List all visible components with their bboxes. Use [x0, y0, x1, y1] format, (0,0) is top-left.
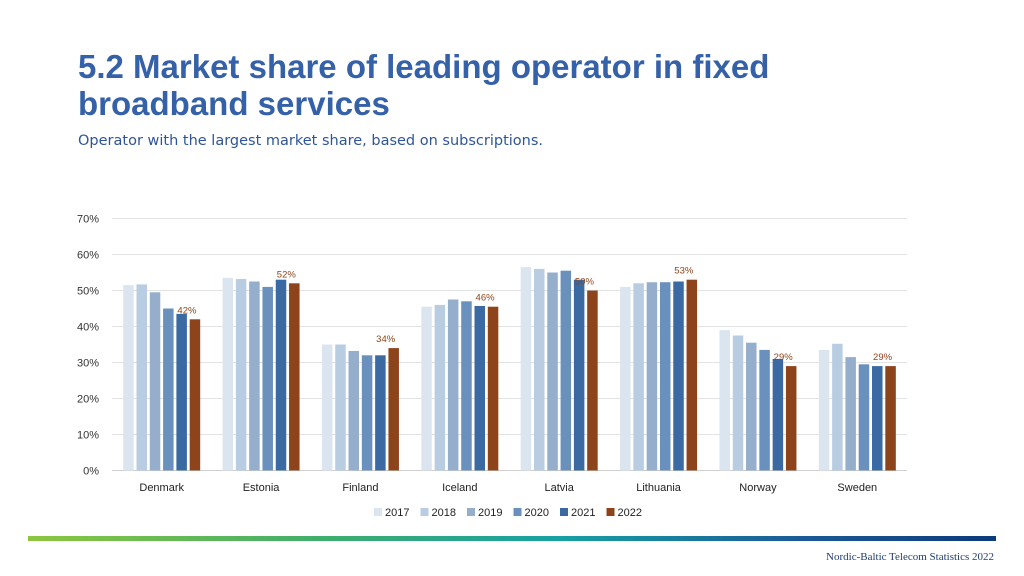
legend-swatch-2018: [420, 508, 429, 516]
bar-latvia-2020: [560, 270, 572, 471]
bar-iceland-2019: [447, 299, 459, 471]
x-tick-label: Finland: [342, 482, 378, 494]
bar-lithuania-2018: [633, 283, 644, 471]
bar-iceland-2017: [421, 306, 432, 471]
bar-estonia-2021: [275, 279, 287, 471]
y-tick-label: 70%: [77, 214, 99, 226]
bar-chart: 0% 10% 20% 30% 40% 50% 60% 70% 42% 52% 34% 46% 50% 5…: [77, 214, 907, 519]
bar-denmark-2019: [149, 292, 161, 471]
x-tick-label: Sweden: [837, 482, 877, 494]
bar-estonia-2018: [235, 278, 247, 471]
bar-denmark-2018: [136, 284, 147, 471]
bar-lithuania-2020: [659, 282, 671, 471]
legend: 2017 2018 2019 2020 2021 2022: [374, 507, 642, 519]
legend-swatch-2020: [513, 508, 522, 516]
x-tick-label: Lithuania: [636, 482, 682, 494]
bar-iceland-2018: [434, 304, 446, 471]
bar-denmark-2022: [189, 319, 201, 471]
bars: [123, 267, 896, 471]
y-tick-label: 60%: [77, 250, 99, 262]
legend-label: 2020: [525, 507, 549, 519]
bar-sweden-2021: [872, 366, 883, 471]
bar-denmark-2021: [176, 313, 187, 471]
x-tick-label: Estonia: [243, 482, 281, 494]
data-label: 42%: [177, 305, 197, 316]
bar-sweden-2018: [832, 343, 843, 471]
bar-norway-2017: [719, 330, 730, 471]
x-axis-ticks: Denmark Estonia Finland Iceland Latvia Lithua…: [139, 482, 877, 494]
data-label: 34%: [376, 334, 396, 345]
bar-sweden-2017: [818, 349, 830, 471]
bar-finland-2022: [388, 348, 399, 471]
bar-finland-2017: [321, 344, 333, 471]
data-labels: 42% 52% 34% 46% 50% 53% 29% 29%: [177, 266, 892, 363]
bar-lithuania-2021: [673, 281, 684, 471]
footer-source: Nordic-Baltic Telecom Statistics 2022: [826, 551, 994, 563]
footer-gradient-bar: [28, 536, 996, 541]
bar-latvia-2019: [547, 272, 558, 471]
bar-denmark-2020: [163, 308, 174, 471]
data-label: 46%: [476, 293, 496, 304]
bar-sweden-2019: [845, 357, 856, 471]
bar-latvia-2017: [520, 267, 532, 471]
legend-label: 2022: [618, 507, 642, 519]
y-tick-label: 40%: [77, 322, 99, 334]
bar-estonia-2017: [222, 277, 234, 471]
bar-norway-2020: [759, 349, 770, 471]
y-tick-label: 0%: [83, 466, 99, 478]
legend-label: 2018: [432, 507, 456, 519]
bar-norway-2019: [746, 342, 757, 471]
y-tick-label: 50%: [77, 286, 99, 298]
bar-finland-2019: [348, 350, 360, 471]
bar-iceland-2022: [487, 306, 499, 471]
bar-lithuania-2019: [646, 282, 658, 471]
y-tick-label: 20%: [77, 394, 99, 406]
bar-estonia-2020: [262, 286, 273, 471]
bar-estonia-2022: [289, 283, 300, 471]
x-tick-label: Iceland: [442, 482, 477, 494]
bar-sweden-2020: [858, 364, 870, 471]
legend-label: 2021: [571, 507, 595, 519]
bar-sweden-2022: [885, 366, 896, 471]
bar-finland-2021: [375, 355, 386, 471]
bar-finland-2020: [361, 355, 373, 471]
x-tick-label: Norway: [739, 482, 777, 494]
data-label: 53%: [674, 266, 694, 277]
bar-lithuania-2022: [686, 279, 698, 471]
bar-norway-2021: [772, 358, 784, 471]
bar-iceland-2020: [461, 301, 472, 471]
y-tick-label: 10%: [77, 430, 99, 442]
data-label: 52%: [277, 269, 297, 280]
data-label: 29%: [873, 352, 893, 363]
bar-denmark-2017: [123, 285, 134, 471]
bar-latvia-2022: [587, 290, 598, 471]
bar-lithuania-2017: [620, 286, 631, 471]
bar-finland-2018: [335, 344, 346, 471]
legend-swatch-2019: [467, 508, 475, 516]
page-title: 5.2 Market share of leading operator in …: [78, 48, 770, 122]
bar-latvia-2021: [573, 279, 585, 471]
legend-swatch-2017: [374, 508, 382, 516]
data-label: 50%: [575, 277, 595, 288]
y-axis-ticks: 0% 10% 20% 30% 40% 50% 60% 70%: [77, 214, 99, 478]
legend-label: 2019: [478, 507, 502, 519]
bar-norway-2022: [785, 366, 797, 471]
data-label: 29%: [774, 352, 794, 363]
x-tick-label: Latvia: [545, 482, 575, 494]
page-subtitle: Operator with the largest market share, …: [78, 133, 544, 149]
bar-iceland-2021: [474, 305, 486, 471]
bar-norway-2018: [732, 335, 744, 471]
bar-estonia-2019: [249, 281, 260, 471]
legend-swatch-2022: [606, 508, 615, 516]
x-tick-label: Denmark: [139, 482, 184, 494]
legend-swatch-2021: [560, 508, 568, 516]
bar-latvia-2018: [533, 268, 545, 471]
legend-label: 2017: [385, 507, 409, 519]
y-tick-label: 30%: [77, 358, 99, 370]
